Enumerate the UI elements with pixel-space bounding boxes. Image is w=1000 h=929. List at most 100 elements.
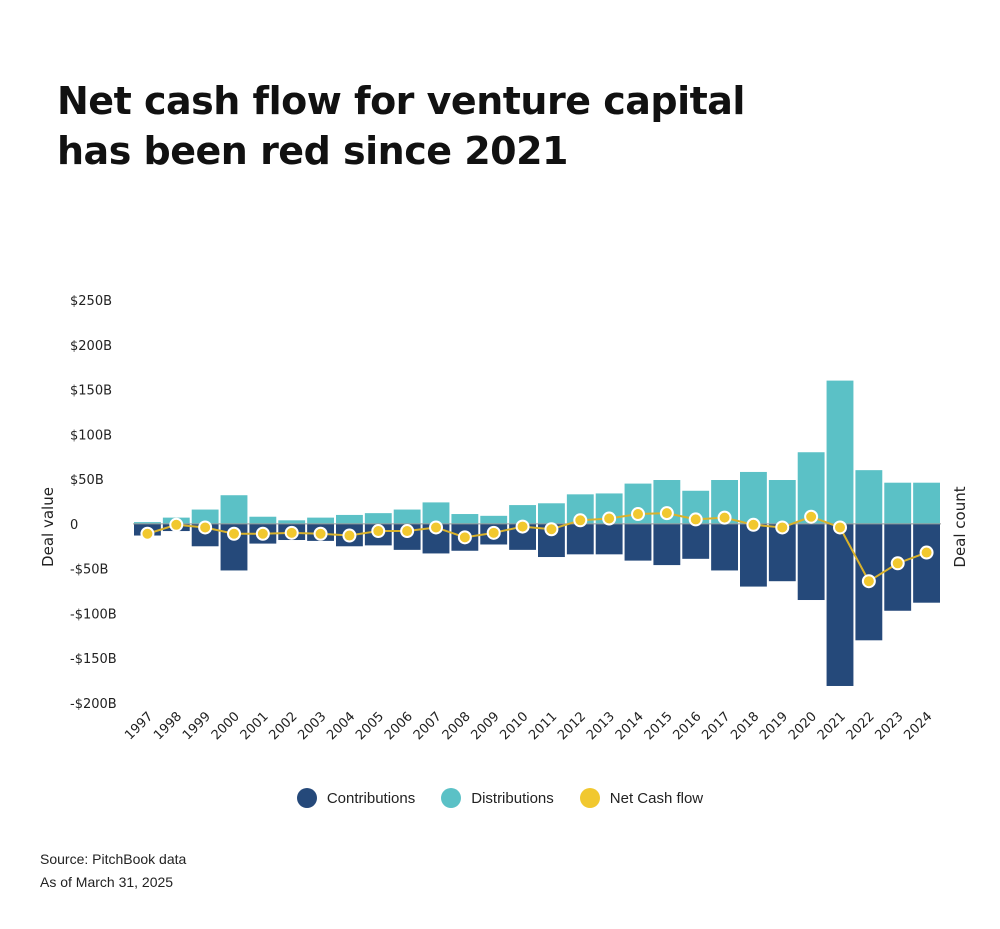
net-cash-flow-point [486,525,501,540]
net-cash-flow-point [227,526,241,541]
x-tick-label: 2003 [295,709,329,743]
y-tick-label: $150B [70,384,112,399]
net-cash-flow-point [169,517,184,532]
contributions-bar [913,523,940,603]
y-axis-ticks: $250B $200B $150B $100B $50B 0 -$50B -$100B -$15… [70,294,117,712]
x-tick-label: 1999 [180,709,214,743]
legend-item-contributions: Contributions [296,788,415,808]
distributions-bar [913,482,940,524]
distributions-bar [364,513,392,524]
contributions-bar [797,523,825,601]
y-tick-label: $250B [70,294,112,309]
legend: Contributions Distributions Net Cash flo… [0,788,1000,808]
y-tick-label: $200B [70,339,112,354]
x-tick-label: 2020 [786,709,820,743]
y-tick-label: -$200B [70,697,117,712]
x-tick-label: 2006 [382,709,416,743]
x-tick-label: 1998 [151,709,185,743]
chart-title: Net cash flow for venture capital has be… [57,76,857,176]
x-tick-label: 2010 [497,709,531,743]
net-cash-flow-point [284,525,299,540]
x-tick-label: 2019 [757,709,791,743]
x-tick-label: 2014 [613,709,647,743]
net-cash-flow-point [429,520,443,535]
distributions-bar [538,503,565,524]
legend-label-distributions: Distributions [471,789,554,807]
source-note: Source: PitchBook data [40,851,187,867]
distributions-bar [768,480,796,524]
contributions-swatch [296,788,317,808]
net-cash-flow-point [775,520,790,535]
distributions-bar [307,517,334,524]
distributions-bar [422,502,450,524]
contributions-bar [566,523,594,555]
distributions-bar [393,509,421,524]
net-cash-flow-point [688,512,703,527]
x-tick-label: 2021 [815,709,849,743]
contributions-bar [653,523,681,566]
distributions-bar [826,380,854,524]
distributions-bar [220,495,248,524]
y-tick-label: -$150B [70,652,117,667]
net-cash-flow-point [198,520,213,535]
x-tick-label: 2013 [584,709,618,743]
secondary-y-axis-label: Deal count [951,486,969,567]
distributions-bar [855,470,883,524]
contributions-bar [682,523,710,559]
net-cash-flow-point [371,524,386,539]
distributions-swatch [441,788,462,808]
contributions-bar [711,523,738,571]
contributions-bar [624,523,652,561]
legend-item-distributions: Distributions [441,788,554,808]
x-tick-label: 2007 [411,709,445,743]
distributions-bar [884,482,912,524]
x-tick-label: 2008 [440,709,474,743]
as-of-note: As of March 31, 2025 [40,874,174,890]
net-cash-flow-point [833,520,847,535]
distributions-bar [451,514,479,524]
y-axis-label: Deal value [39,487,57,567]
x-tick-label: 2024 [901,709,935,743]
net-cash-flow-point [804,509,819,524]
x-tick-label: 2002 [267,709,301,743]
x-tick-label: 2009 [469,709,503,743]
net-cash-flow-points [140,506,934,589]
x-tick-label: 2000 [209,709,243,743]
contributions-bar [595,523,623,555]
x-tick-label: 2017 [699,709,733,743]
net-cash-flow-point [746,517,761,532]
y-tick-label: $50B [70,473,104,488]
net-cash-flow-point [890,556,905,571]
distributions-bar [191,509,219,524]
net-cash-flow-point [919,545,934,560]
net-cash-flow-point [631,507,645,522]
net-cash-flow-point [573,513,588,528]
legend-item-net-cash-flow: Net Cash flow [579,788,704,808]
title-line-2: has been red since 2021 [57,129,569,173]
legend-label-net-cash-flow: Net Cash flow [609,789,704,807]
x-tick-label: 2016 [671,709,705,743]
x-tick-label: 2001 [238,709,272,743]
net-cash-flow-point [313,526,328,541]
net-cash-flow-point [515,519,530,534]
contributions-bars [134,523,940,686]
y-tick-label: -$100B [70,607,117,622]
x-tick-label: 2005 [353,709,387,743]
x-tick-label: 2023 [873,709,907,743]
net-cash-flow-line [147,512,927,583]
x-tick-label: 2022 [844,709,878,743]
net-cash-flow-point [602,511,617,526]
net-cash-flow-point [457,530,472,545]
footer: Source: PitchBook data As of March 31, 2… [40,848,186,894]
net-cash-flow-point [659,506,674,521]
net-cash-flow-point [255,526,270,541]
title-line-1: Net cash flow for venture capital [57,79,745,123]
y-tick-label: 0 [70,518,78,533]
net-cash-flow-point [140,526,155,541]
distributions-bar [278,520,306,524]
x-tick-label: 2004 [324,709,358,743]
y-tick-label: -$50B [70,563,108,578]
x-axis-ticks: 1997199819992000200120022003200420052006… [122,709,935,743]
distributions-bar [134,522,161,524]
